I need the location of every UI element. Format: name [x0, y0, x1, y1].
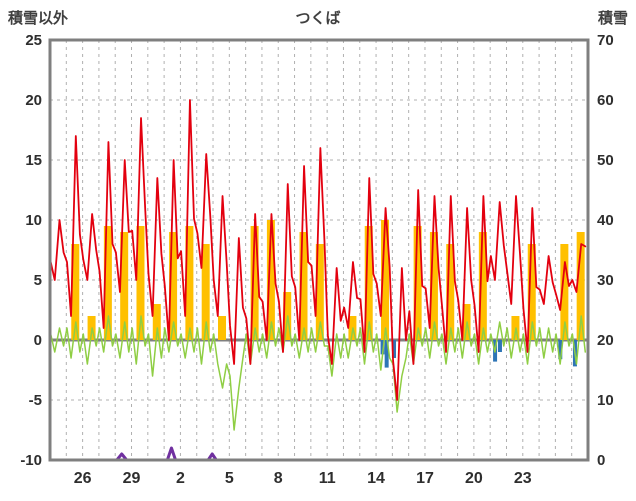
x-axis-tick-label: 29	[123, 470, 141, 487]
x-axis-tick-label: 17	[416, 470, 434, 487]
right-axis-tick-label: 30	[597, 272, 614, 289]
yellow-bar	[413, 226, 422, 340]
yellow-bar	[560, 244, 569, 340]
x-axis-tick-label: 20	[465, 470, 483, 487]
yellow-bar	[201, 244, 210, 340]
x-axis-tick-label: 2	[176, 470, 185, 487]
yellow-bar	[136, 226, 145, 340]
blue-bar	[558, 340, 563, 360]
yellow-bar	[266, 220, 275, 340]
left-axis-tick-label: -5	[29, 392, 42, 409]
right-axis-tick-label: 70	[597, 32, 614, 49]
x-axis-tick-label: 11	[319, 470, 336, 487]
right-axis-tick-label: 10	[597, 392, 614, 409]
x-axis-tick-label: 26	[74, 470, 92, 487]
yellow-bar	[429, 232, 438, 340]
yellow-bar	[169, 232, 178, 340]
yellow-bar	[576, 232, 585, 340]
left-axis-tick-label: 15	[25, 152, 42, 169]
right-axis-tick-label: 20	[597, 332, 614, 349]
yellow-bar	[152, 304, 161, 340]
yellow-bar	[381, 220, 390, 340]
chart-title: つくば	[295, 10, 341, 27]
yellow-bar	[71, 244, 80, 340]
right-axis-tick-label: 60	[597, 92, 614, 109]
yellow-bar	[299, 232, 308, 340]
blue-bar	[380, 340, 385, 355]
right-axis-tick-label: 50	[597, 152, 614, 169]
left-axis-tick-label: 0	[34, 332, 42, 349]
blue-bar	[391, 340, 396, 358]
x-axis-tick-label: 8	[274, 470, 283, 487]
yellow-bar	[185, 226, 194, 340]
blue-bar	[384, 340, 389, 368]
purple-snow-line	[85, 446, 227, 462]
yellow-bar	[478, 232, 487, 340]
yellow-bar	[103, 226, 112, 340]
left-axis-tick-label: 5	[34, 272, 42, 289]
right-axis-tick-label: 40	[597, 212, 614, 229]
plot-border	[48, 38, 590, 462]
left-axis-title: 積雪以外	[8, 10, 69, 27]
yellow-bar	[315, 244, 324, 340]
left-axis-tick-label: -10	[20, 452, 42, 469]
left-axis-tick-label: 20	[25, 92, 42, 109]
x-axis-tick-label: 14	[367, 470, 385, 487]
blue-bar	[497, 340, 502, 352]
yellow-bar	[446, 244, 455, 340]
red-line	[49, 99, 587, 401]
left-axis-tick-label: 10	[25, 212, 42, 229]
x-axis-tick-label: 23	[514, 470, 532, 487]
yellow-bar	[250, 226, 259, 340]
x-axis-tick-label: 5	[225, 470, 234, 487]
right-axis-title: 積雪	[597, 10, 628, 27]
right-axis-tick-label: 0	[597, 452, 605, 469]
yellow-bar	[217, 316, 226, 340]
yellow-bar	[527, 244, 536, 340]
yellow-bar	[364, 226, 373, 340]
green-line	[49, 315, 587, 431]
yellow-bar	[120, 232, 129, 340]
left-axis-tick-label: 25	[25, 32, 42, 49]
